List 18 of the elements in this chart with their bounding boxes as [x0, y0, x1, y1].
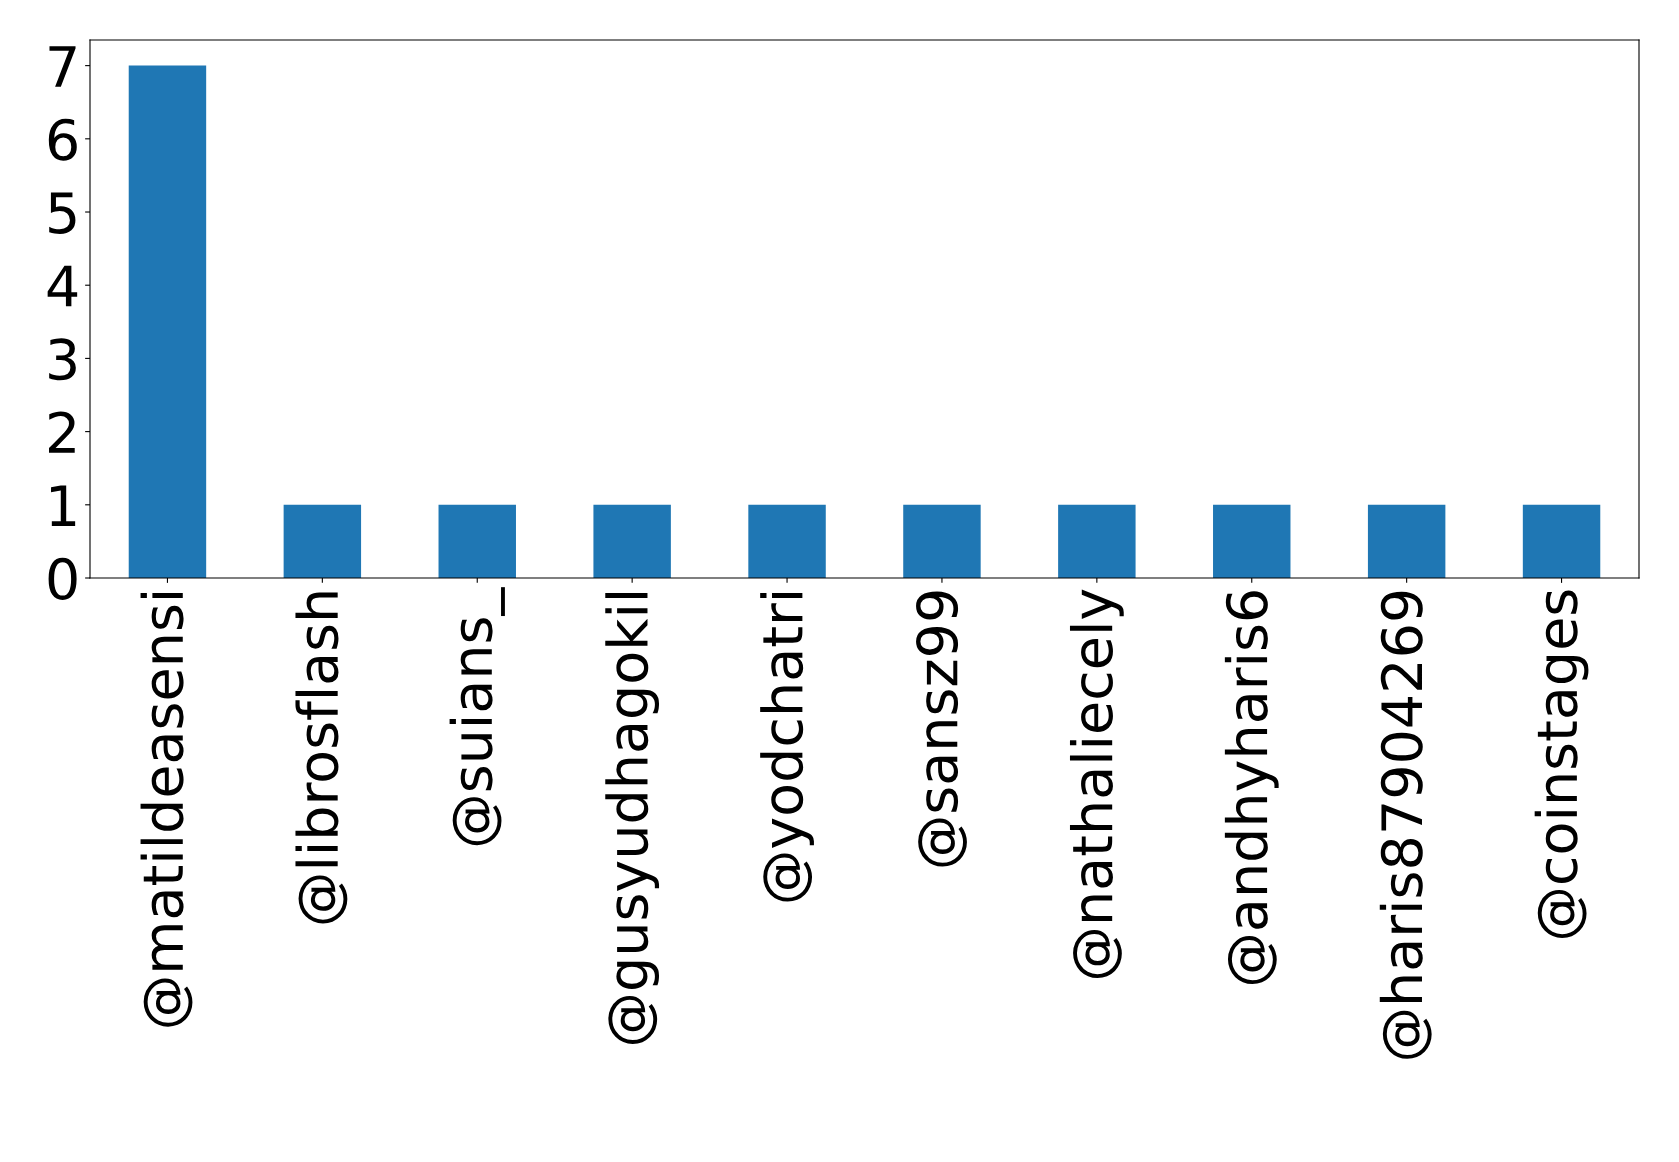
y-tick-label: 3: [49, 338, 76, 381]
y-tick-label: 7: [49, 46, 76, 87]
x-tick-label: @yodchatri: [760, 592, 814, 902]
x-tick-label: @suians_: [449, 587, 505, 846]
x-tick-label: @matildeasensi: [140, 592, 193, 1027]
x-tick-label: @sansz99: [916, 591, 967, 867]
y-tick-label: 0: [48, 557, 77, 600]
x-tick-label: @gusyudhagokil: [605, 592, 660, 1044]
x-tick-label: @librosflash: [295, 592, 348, 924]
x-tick-label: @andhyharis6: [1224, 591, 1279, 985]
x-tick-label: @nathaliecely: [1069, 589, 1124, 978]
y-tick-label: 5: [49, 192, 76, 234]
x-tick-label: @haris87904269: [1379, 591, 1432, 1059]
y-tick-label: 1: [51, 485, 76, 526]
y-tick-label: 6: [48, 118, 77, 161]
y-tick-label: 4: [47, 265, 78, 307]
y-tick-label: 2: [49, 411, 75, 453]
x-tick-label: @coinstages: [1534, 590, 1589, 938]
